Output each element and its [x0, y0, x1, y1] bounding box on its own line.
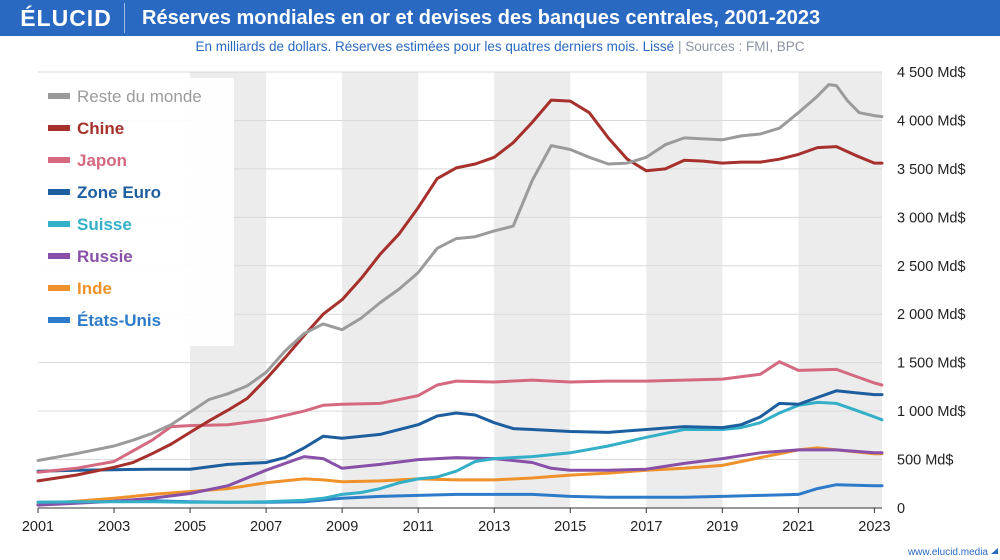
x-tick-label: 2003 — [98, 519, 130, 535]
subtitle-separator: | — [677, 39, 682, 54]
legend-label: Chine — [77, 119, 124, 138]
series-line-1 — [36, 98, 884, 483]
legend-label: États-Unis — [77, 311, 161, 330]
series-line-0 — [36, 83, 884, 462]
chart-subtitle: En milliards de dollars. Réserves estimé… — [0, 36, 1000, 58]
sources-text: Sources : FMI, BPC — [685, 39, 805, 54]
series-line-3 — [36, 389, 884, 473]
y-tick-label: 4 000 Md$ — [897, 113, 966, 129]
legend-label: Russie — [77, 247, 133, 266]
shaded-period-1 — [342, 72, 419, 508]
y-tick-label: 0 — [897, 501, 905, 517]
shaded-periods — [190, 72, 882, 508]
legend: Reste du monde Chine Japon Zone Euro Suisse R… — [34, 78, 234, 346]
x-tick-label: 2005 — [174, 519, 206, 535]
y-tick-label: 1 000 Md$ — [897, 404, 966, 420]
y-axis: 0 500 Md$ 1 000 Md$ 1 500 Md$ 2 000 Md$ 2 500… — [897, 65, 966, 517]
series-line-4 — [36, 400, 884, 504]
y-tick-label: 3 000 Md$ — [897, 210, 966, 226]
legend-label: Zone Euro — [77, 183, 161, 202]
legend-label: Inde — [77, 279, 112, 298]
x-axis: 2001 2003 2005 2007 2009 2011 2013 2015 2017 2019… — [22, 507, 891, 535]
x-tick-label: 2013 — [478, 519, 510, 535]
y-tick-label: 3 500 Md$ — [897, 162, 966, 178]
series-line-5 — [36, 448, 884, 507]
shaded-period-2 — [494, 72, 571, 508]
y-tick-label: 4 500 Md$ — [897, 65, 966, 81]
x-tick-label: 2001 — [22, 519, 54, 535]
legend-label: Reste du monde — [77, 87, 202, 106]
x-tick-label: 2017 — [630, 519, 662, 535]
x-tick-label: 2021 — [782, 519, 814, 535]
x-tick-label: 2015 — [554, 519, 586, 535]
subtitle-text: En milliards de dollars. Réserves estimé… — [195, 39, 675, 54]
legend-label: Japon — [77, 151, 127, 170]
x-tick-label: 2011 — [403, 519, 434, 535]
series-line-2 — [36, 360, 884, 474]
y-tick-label: 500 Md$ — [897, 453, 953, 469]
series-lines — [36, 83, 884, 507]
footer-site-link[interactable]: www.elucid.media — [907, 547, 988, 558]
chart-title: Réserves mondiales en or et devises des … — [142, 7, 821, 29]
legend-box — [34, 78, 234, 346]
x-tick-label: 2023 — [858, 519, 890, 535]
elucid-logo[interactable]: ÉLUCID — [8, 3, 125, 33]
x-tick-label: 2019 — [706, 519, 738, 535]
header-bar: ÉLUCID Réserves mondiales en or et devis… — [0, 0, 1000, 36]
y-tick-label: 2 500 Md$ — [897, 259, 966, 275]
y-tick-label: 1 500 Md$ — [897, 356, 966, 372]
legend-label: Suisse — [77, 215, 132, 234]
x-tick-label: 2009 — [326, 519, 358, 535]
shaded-period-4 — [798, 72, 882, 508]
y-tick-label: 2 000 Md$ — [897, 307, 966, 323]
footer-triangle-icon — [991, 548, 998, 554]
x-tick-label: 2007 — [250, 519, 282, 535]
